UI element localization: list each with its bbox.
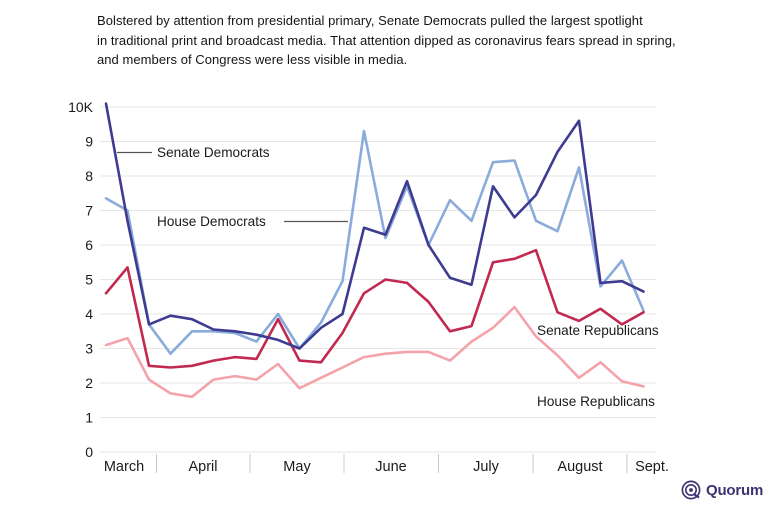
series-line-senate-republicans (104, 248, 645, 369)
quorum-logo-text: Quorum (706, 481, 764, 499)
x-month-label: June (375, 459, 406, 475)
y-tick-label: 6 (85, 237, 93, 253)
y-tick-label: 5 (85, 272, 93, 288)
x-axis-labels: March April May June July August Sept. (104, 454, 669, 475)
series-line-house-democrats (104, 129, 645, 356)
chart-title-line1: Bolstered by attention from presidential… (97, 13, 643, 28)
y-tick-label: 7 (85, 203, 93, 219)
series-line-house-republicans (104, 305, 645, 399)
x-month-label: July (473, 459, 500, 475)
y-tick-label: 3 (85, 341, 93, 357)
y-tick-label: 2 (85, 375, 93, 391)
chart-title-line2: in traditional print and broadcast media… (97, 32, 676, 48)
y-tick-label: 10K (68, 99, 94, 115)
x-month-label: May (283, 459, 311, 475)
y-tick-label: 9 (85, 134, 93, 150)
y-tick-label: 8 (85, 168, 93, 184)
quorum-logo-icon (681, 480, 701, 500)
chart-title: Bolstered by attention from presidential… (97, 11, 676, 70)
series-lines-layer (104, 102, 645, 399)
callout-label-house-republicans: House Republicans (537, 394, 655, 409)
x-month-label: March (104, 459, 144, 475)
x-month-label: Sept. (635, 459, 669, 475)
callout-label-senate-democrats: Senate Democrats (157, 145, 270, 160)
callout-label-house-democrats: House Democrats (157, 214, 266, 229)
x-month-label: August (557, 459, 602, 475)
y-tick-label: 1 (85, 410, 93, 426)
series-line-senate-democrats (104, 102, 645, 350)
quorum-logo: Quorum (680, 477, 763, 503)
callout-label-senate-republicans: Senate Republicans (537, 323, 659, 338)
x-month-label: April (188, 459, 217, 475)
chart-title-line3: and members of Congress were less visibl… (97, 52, 408, 67)
series-callouts-layer: Senate Democrats House Democrats Senate Re… (117, 145, 659, 409)
y-tick-label: 0 (85, 444, 93, 460)
y-tick-label: 4 (85, 306, 93, 322)
y-axis-labels: 0 1 2 3 4 5 6 7 8 9 10K (68, 99, 94, 460)
